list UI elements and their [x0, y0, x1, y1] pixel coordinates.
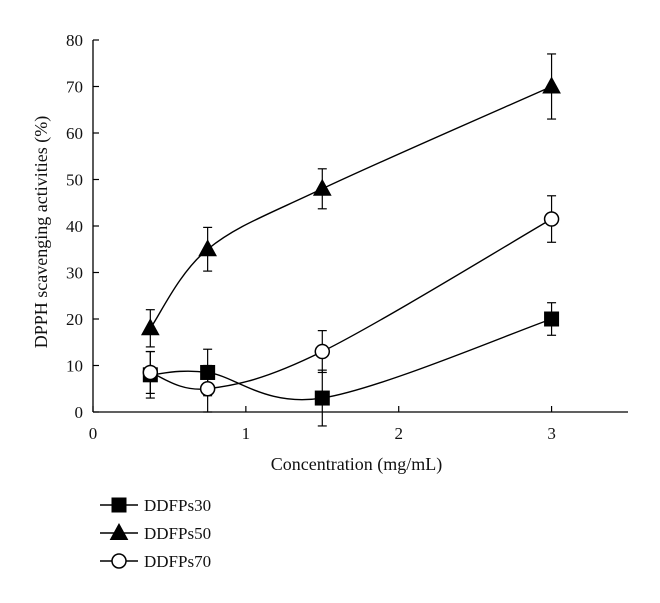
y-tick-label: 10 — [66, 357, 83, 376]
y-tick-label: 80 — [66, 31, 83, 50]
legend-marker — [111, 497, 127, 513]
series-DDFPs70 — [142, 195, 560, 413]
y-axis-label: DPPH scavenging activities (%) — [31, 116, 52, 348]
data-point — [142, 364, 159, 381]
legend-item: DDFPs70 — [100, 552, 211, 571]
series-line — [150, 218, 552, 390]
series-DDFPs50 — [140, 53, 561, 348]
y-tick-label: 70 — [66, 78, 83, 97]
legend-marker — [111, 553, 127, 569]
y-tick-label: 40 — [66, 217, 83, 236]
x-axis-label: Concentration (mg/mL) — [271, 454, 442, 475]
x-tick-label: 0 — [89, 424, 98, 443]
data-point — [199, 381, 216, 397]
series-line — [149, 85, 552, 329]
x-tick-label: 2 — [394, 424, 403, 443]
legend-marker — [109, 522, 129, 540]
series-layer — [140, 53, 561, 427]
y-tick-label: 0 — [75, 403, 84, 422]
legend-item: DDFPs50 — [100, 522, 211, 543]
data-point — [314, 343, 331, 360]
data-point — [314, 390, 330, 406]
x-tick-label: 3 — [547, 424, 556, 443]
x-tick-label: 1 — [242, 424, 251, 443]
y-tick-label: 20 — [66, 310, 83, 329]
y-tick-label: 60 — [66, 124, 83, 143]
series-DDFPs30 — [142, 302, 560, 427]
y-tick-label: 30 — [66, 264, 83, 283]
legend-label: DDFPs30 — [144, 496, 211, 515]
data-point — [543, 211, 560, 227]
data-point — [140, 318, 160, 336]
legend: DDFPs30 DDFPs50 DDFPs70 — [100, 496, 211, 571]
y-tick-label: 50 — [66, 171, 83, 190]
data-point — [198, 239, 217, 257]
data-point — [544, 311, 560, 327]
legend-item: DDFPs30 — [100, 496, 211, 515]
data-point — [312, 178, 332, 196]
legend-label: DDFPs50 — [144, 524, 211, 543]
legend-label: DDFPs70 — [144, 552, 211, 571]
data-point — [542, 76, 561, 94]
axes: 0 10 20 30 40 50 60 70 80 0 1 2 3 — [66, 31, 628, 443]
series-line — [150, 318, 552, 401]
